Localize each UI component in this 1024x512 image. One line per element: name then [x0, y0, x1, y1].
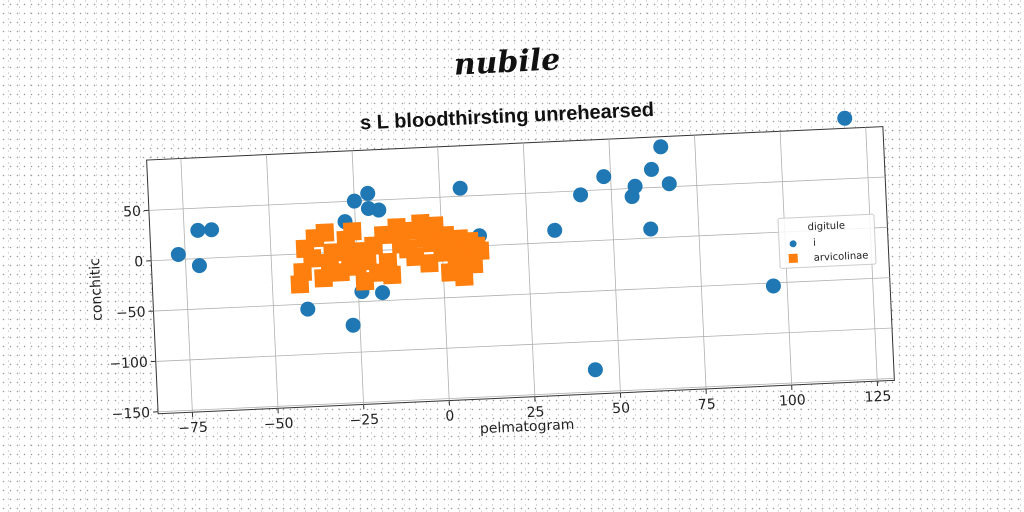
data-point-i	[596, 169, 612, 185]
data-point-i	[653, 139, 669, 155]
data-point-arvicolinae	[470, 241, 490, 261]
data-point-i	[375, 285, 391, 301]
data-point-i	[360, 185, 376, 201]
x-tick-label: −75	[178, 420, 208, 437]
data-point-arvicolinae	[302, 249, 322, 268]
data-point-i	[300, 301, 316, 317]
y-grid-line	[158, 377, 895, 413]
data-point-i	[345, 317, 361, 333]
data-point-i	[346, 193, 362, 209]
series-i	[170, 110, 853, 378]
data-point-arvicolinae	[382, 265, 402, 285]
series-arvicolinae	[290, 213, 490, 294]
data-point-i	[191, 258, 207, 274]
plot-area	[146, 126, 895, 415]
data-point-i	[190, 222, 206, 238]
data-point-i	[643, 221, 659, 237]
watermark-signature: nubile	[453, 42, 561, 83]
legend-title: digitule	[807, 220, 845, 233]
data-point-i	[661, 176, 677, 192]
y-axis-ticks: 50 0 −50 −100 −150	[109, 204, 159, 423]
x-grid-line	[694, 135, 707, 389]
legend-marker-square	[788, 253, 798, 264]
chart-panel: s L bloodthirsting unrehearsed 50 0 −50 −10…	[87, 99, 895, 437]
legend-marker-circle	[789, 240, 797, 248]
x-axis-ticks: −75 −50 −25 0 25 50 75 100 125	[178, 381, 892, 437]
x-grid-line	[608, 139, 621, 393]
y-grid-line	[155, 327, 893, 362]
data-point-arvicolinae	[405, 247, 425, 267]
data-point-arvicolinae	[331, 262, 350, 282]
data-point-i	[371, 202, 387, 218]
x-grid-line	[180, 158, 193, 413]
data-point-i	[170, 246, 186, 262]
x-tick-label: 0	[445, 408, 455, 424]
data-point-i	[573, 187, 589, 203]
x-tick-label: 125	[864, 389, 891, 406]
x-tick-label: −50	[264, 416, 294, 433]
y-tick-label: 0	[134, 254, 144, 270]
y-tick-label: −100	[109, 355, 148, 373]
x-tick-label: −25	[349, 412, 379, 429]
legend: digitule i arvicolinae	[777, 213, 877, 269]
data-point-i	[837, 110, 853, 126]
x-tick-label: 100	[779, 392, 806, 409]
x-grid-line	[522, 142, 536, 397]
legend-label-arvicolinae: arvicolinae	[814, 250, 869, 263]
x-grid-line	[266, 154, 279, 409]
data-point-i	[204, 222, 220, 238]
data-point-i	[765, 278, 781, 294]
chart-title: s L bloodthirsting unrehearsed	[360, 99, 655, 134]
y-grid-line	[151, 226, 888, 262]
x-tick-label: 25	[526, 404, 545, 421]
x-tick-label: 75	[698, 396, 717, 413]
legend-box	[777, 213, 877, 269]
data-point-i	[452, 180, 468, 196]
data-point-i	[643, 161, 659, 177]
y-tick-label: −150	[111, 405, 150, 423]
y-axis-label: conchitic	[87, 258, 106, 321]
legend-label-i: i	[813, 238, 816, 249]
x-axis-label: pelmatogram	[480, 417, 575, 437]
data-point-i	[624, 189, 640, 205]
data-point-i	[587, 362, 603, 378]
y-tick-label: −50	[116, 304, 146, 321]
y-grid-line	[148, 176, 886, 211]
grid-lines	[148, 127, 895, 413]
data-point-arvicolinae	[342, 222, 362, 241]
data-point-i	[547, 222, 563, 238]
data-point-arvicolinae	[315, 223, 335, 243]
x-tick-label: 50	[612, 400, 631, 417]
data-point-arvicolinae	[314, 268, 333, 288]
y-tick-label: 50	[123, 204, 142, 221]
